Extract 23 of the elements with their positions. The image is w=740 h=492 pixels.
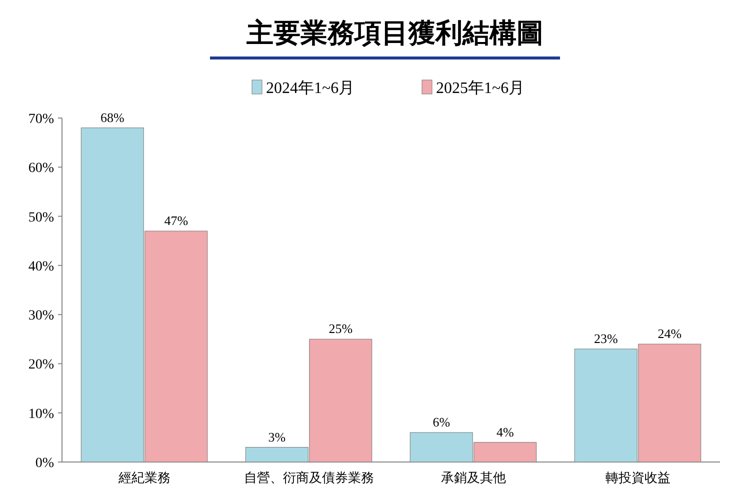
data-label: 68%: [100, 110, 124, 125]
y-tick-label: 60%: [28, 161, 54, 176]
legend-label: 2025年1~6月: [436, 80, 525, 97]
y-tick-label: 0%: [35, 456, 54, 471]
y-tick-label: 20%: [28, 358, 54, 373]
y-tick-label: 10%: [28, 406, 54, 422]
data-label: 47%: [164, 213, 188, 228]
data-label: 23%: [594, 330, 618, 346]
legend-label: 2024年1~6月: [266, 80, 355, 97]
y-tick-label: 70%: [28, 112, 54, 127]
y-tick-label: 30%: [28, 308, 54, 324]
x-tick-label: 轉投資收益: [605, 470, 670, 485]
data-label: 3%: [268, 429, 286, 444]
y-tick-label: 50%: [28, 210, 54, 226]
data-label: 25%: [328, 321, 353, 336]
x-tick-label: 承銷及其他: [440, 470, 506, 485]
y-tick-label: 40%: [28, 259, 54, 274]
chart-title: 主要業務項目獲利結構圖: [246, 18, 544, 48]
data-label: 6%: [432, 414, 450, 430]
x-tick-label: 自營、衍商及債券業務: [244, 470, 374, 485]
x-tick-label: 經紀業務: [117, 470, 170, 485]
data-label: 4%: [496, 424, 514, 440]
data-label: 24%: [658, 326, 682, 342]
